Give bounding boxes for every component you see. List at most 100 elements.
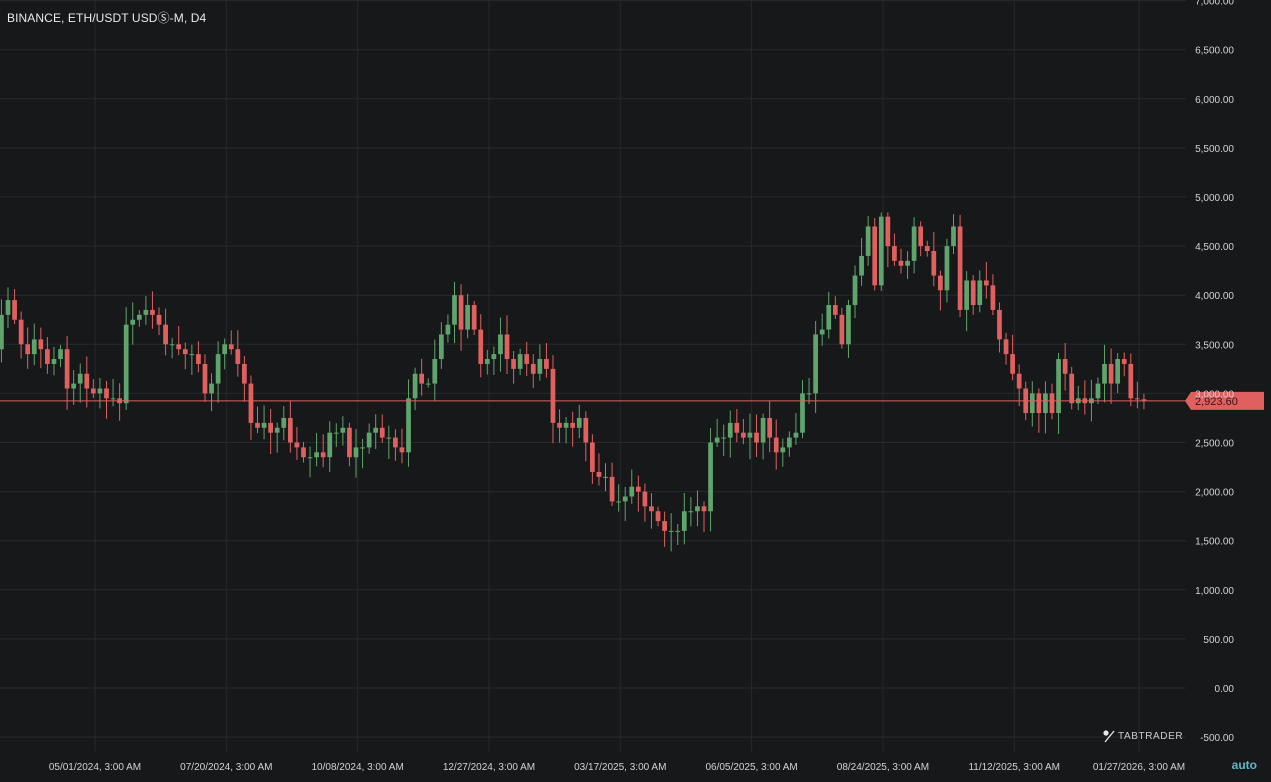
candle-body[interactable]	[662, 521, 667, 531]
x-axis[interactable]: 05/01/2024, 3:00 AM 07/20/2024, 3:00 AM 10…	[49, 762, 1185, 773]
candle-body[interactable]	[261, 422, 267, 428]
candle-body[interactable]	[695, 506, 700, 512]
candle-body[interactable]	[721, 437, 727, 439]
candle-body[interactable]	[1029, 393, 1035, 414]
candle-body[interactable]	[255, 422, 260, 428]
candle-body[interactable]	[452, 295, 457, 325]
candle-body[interactable]	[813, 334, 818, 394]
candle-body[interactable]	[635, 486, 641, 492]
candle-body[interactable]	[727, 422, 733, 438]
candle-body[interactable]	[1128, 363, 1134, 399]
candle-body[interactable]	[1049, 393, 1055, 414]
candle-body[interactable]	[747, 432, 753, 438]
candle-body[interactable]	[681, 511, 687, 531]
candle-body[interactable]	[5, 300, 11, 315]
candle-body[interactable]	[438, 334, 444, 360]
candle-body[interactable]	[150, 309, 155, 315]
candle-body[interactable]	[1102, 363, 1107, 384]
candle-body[interactable]	[918, 226, 924, 247]
candle-body[interactable]	[714, 437, 720, 443]
candle-body[interactable]	[77, 373, 83, 384]
candle-body[interactable]	[1036, 393, 1042, 414]
candle-body[interactable]	[478, 329, 484, 364]
candle-body[interactable]	[655, 511, 661, 522]
candle-body[interactable]	[458, 295, 464, 330]
candle-body[interactable]	[314, 452, 319, 458]
candle-body[interactable]	[169, 344, 175, 346]
candle-body[interactable]	[12, 300, 17, 320]
candle-body[interactable]	[997, 309, 1002, 340]
candle-body[interactable]	[944, 246, 950, 291]
candle-body[interactable]	[235, 349, 241, 364]
candle-body[interactable]	[340, 427, 346, 433]
candle-body[interactable]	[846, 305, 851, 345]
candle-body[interactable]	[905, 260, 910, 266]
candle-body[interactable]	[629, 486, 635, 497]
candle-body[interactable]	[45, 349, 50, 364]
candle-body[interactable]	[491, 354, 497, 360]
candle-body[interactable]	[852, 275, 858, 306]
candle-body[interactable]	[1010, 354, 1015, 374]
candle-body[interactable]	[938, 275, 943, 291]
candle-body[interactable]	[1069, 373, 1075, 404]
candle-body[interactable]	[537, 359, 543, 374]
candle-body[interactable]	[583, 417, 589, 443]
candle-body[interactable]	[675, 530, 681, 532]
candle-body[interactable]	[471, 305, 477, 330]
candle-body[interactable]	[786, 437, 792, 448]
candle-body[interactable]	[393, 437, 398, 448]
candle-body[interactable]	[951, 226, 956, 247]
candle-body[interactable]	[1108, 363, 1114, 384]
candle-body[interactable]	[1016, 373, 1022, 389]
candle-body[interactable]	[911, 226, 917, 261]
candle-body[interactable]	[596, 471, 602, 477]
candle-body[interactable]	[898, 260, 904, 266]
candle-body[interactable]	[38, 339, 44, 350]
candle-body[interactable]	[1043, 393, 1048, 414]
candle-body[interactable]	[248, 383, 254, 423]
candle-body[interactable]	[793, 432, 799, 438]
candle-body[interactable]	[347, 427, 352, 458]
y-axis[interactable]: 7,000.00 6,500.00 6,000.00 5,500.00 5,000.00…	[1195, 0, 1234, 744]
candle-body[interactable]	[25, 344, 31, 355]
candle-body[interactable]	[196, 354, 201, 364]
candle-body[interactable]	[465, 305, 470, 330]
candle-body[interactable]	[957, 226, 963, 310]
candle-body[interactable]	[1003, 339, 1009, 355]
candle-body[interactable]	[859, 255, 864, 276]
candle-body[interactable]	[386, 437, 392, 439]
candle-body[interactable]	[58, 349, 63, 360]
candle-body[interactable]	[603, 476, 608, 478]
candle-body[interactable]	[156, 314, 162, 325]
candle-body[interactable]	[202, 363, 208, 394]
candle-body[interactable]	[872, 226, 878, 286]
candle-body[interactable]	[977, 280, 983, 306]
candle-body[interactable]	[550, 368, 556, 423]
candle-body[interactable]	[412, 373, 418, 399]
candle-body[interactable]	[0, 314, 4, 350]
candle-body[interactable]	[31, 339, 37, 355]
candle-body[interactable]	[379, 427, 385, 438]
candle-body[interactable]	[320, 452, 326, 458]
candle-body[interactable]	[90, 388, 96, 394]
candles[interactable]	[0, 212, 1147, 552]
candle-body[interactable]	[242, 363, 247, 384]
candle-body[interactable]	[826, 305, 832, 330]
candle-body[interactable]	[287, 417, 293, 443]
candle-body[interactable]	[274, 427, 280, 433]
candle-body[interactable]	[425, 383, 431, 385]
candle-body[interactable]	[84, 373, 90, 389]
candle-body[interactable]	[708, 442, 713, 512]
candle-body[interactable]	[1141, 399, 1147, 401]
candle-body[interactable]	[760, 417, 766, 443]
candle-body[interactable]	[865, 226, 871, 256]
candle-body[interactable]	[294, 442, 300, 448]
candle-body[interactable]	[800, 393, 805, 433]
candle-body[interactable]	[419, 373, 425, 384]
candle-body[interactable]	[432, 359, 438, 384]
candle-body[interactable]	[609, 476, 615, 502]
candle-body[interactable]	[399, 447, 405, 453]
candle-body[interactable]	[819, 329, 825, 335]
candle-body[interactable]	[649, 506, 654, 512]
